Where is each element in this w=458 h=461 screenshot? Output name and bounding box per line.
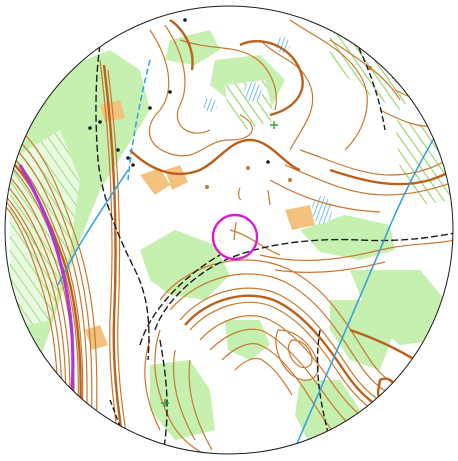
special-tree-marker: [161, 399, 169, 407]
path-south-east: [316, 329, 334, 454]
marsh-3: [276, 37, 290, 53]
open-land-4: [285, 205, 315, 230]
tracks-layer: [95, 39, 453, 454]
vegetation-center-east: [300, 215, 395, 260]
boulder: [126, 156, 130, 160]
boulder: [98, 120, 102, 124]
vegetation-north-west: [165, 30, 220, 65]
path-north-east: [354, 39, 386, 131]
vegetation-east: [350, 270, 445, 345]
boulder: [131, 163, 135, 167]
water-layer: [203, 37, 332, 224]
stripes-north-center: [225, 80, 275, 130]
boulder: [148, 106, 152, 110]
power-lines-layer: [57, 59, 446, 454]
knoll: [205, 185, 209, 189]
gully: [238, 187, 242, 201]
boulder: [183, 18, 187, 22]
open-land-2: [165, 165, 188, 190]
marsh-2: [244, 82, 262, 102]
boulders-layer: [88, 18, 270, 167]
boulder: [88, 126, 92, 130]
special-tree-marker: [270, 121, 278, 129]
gully: [233, 221, 237, 241]
power-line-west: [57, 169, 129, 286]
gullies-layer: [233, 187, 271, 241]
open-land-1: [140, 168, 170, 195]
track-south: [159, 339, 168, 454]
stream-north: [127, 59, 151, 181]
map-view-border: [4, 5, 454, 455]
track-secondary: [139, 254, 221, 346]
boulder: [116, 148, 120, 152]
marsh-4: [203, 98, 217, 112]
marsh-1: [312, 196, 332, 224]
power-line-east: [289, 119, 446, 454]
gully: [267, 189, 271, 206]
knoll: [246, 166, 250, 170]
track-main: [154, 231, 453, 331]
knoll: [288, 178, 292, 182]
knolls-layer: [205, 66, 372, 189]
boulder: [266, 160, 270, 164]
knoll: [368, 66, 372, 70]
boulder: [168, 90, 172, 94]
control-circle[interactable]: [211, 213, 259, 261]
track-north-south: [95, 44, 150, 361]
